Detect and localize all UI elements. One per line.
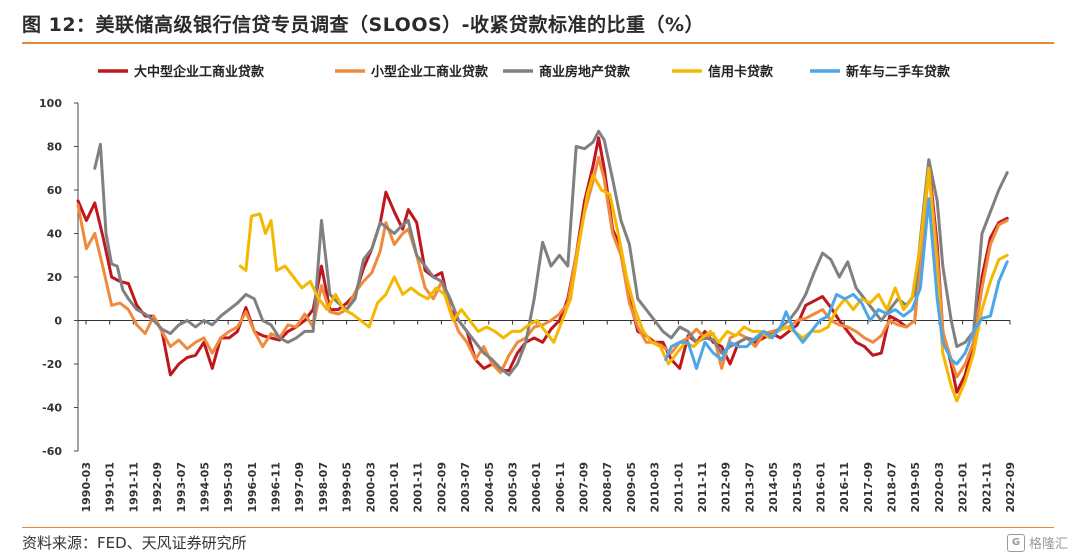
- x-tick-label: 2013-07: [743, 462, 756, 513]
- y-tick-label: 0: [54, 315, 62, 328]
- x-tick-label: 2011-11: [696, 462, 709, 513]
- x-tick-label: 2009-05: [625, 462, 638, 513]
- x-tick-label: 2011-01: [672, 462, 685, 513]
- legend-label: 信用卡贷款: [708, 64, 774, 80]
- legend-label: 大中型企业工商业贷款: [134, 64, 265, 80]
- y-tick-label: 20: [47, 271, 63, 284]
- x-tick-label: 2022-09: [1004, 462, 1017, 513]
- legend-label: 新车与二手车贷款: [846, 64, 951, 80]
- x-tick-label: 2000-03: [364, 462, 377, 513]
- x-tick-label: 2001-01: [388, 462, 401, 513]
- x-tick-label: 2010-03: [649, 462, 662, 513]
- source-note: 资料来源：FED、天风证券研究所: [22, 534, 247, 552]
- x-tick-label: 2016-01: [814, 462, 827, 513]
- series-layer: [76, 129, 1009, 403]
- x-tick-label: 2007-09: [578, 462, 591, 513]
- chart-title: 图 12：美联储高级银行信贷专员调查（SLOOS）-收紧贷款标准的比重（%）: [22, 14, 705, 36]
- footer-divider: [22, 527, 1054, 528]
- x-tick-label: 1993-07: [175, 462, 188, 513]
- x-tick-label: 2006-11: [554, 462, 567, 513]
- y-tick-label: 40: [47, 228, 63, 241]
- y-tick-label: 80: [47, 141, 63, 154]
- x-tick-label: 1992-09: [151, 462, 164, 513]
- x-tick-label: 1991-11: [127, 462, 140, 513]
- watermark: G 格隆汇: [1006, 533, 1068, 552]
- series-line-1: [76, 136, 1009, 394]
- line-chart: 大中型企业工商业贷款 小型企业工商业贷款 商业房地产贷款 信用卡贷款 新车与二手车贷款 …: [39, 64, 1017, 513]
- x-tick-label: 1996-11: [270, 462, 283, 513]
- series-line-3: [93, 129, 1009, 377]
- x-tick-label: 2001-11: [412, 462, 425, 513]
- x-tick-label: 2015-03: [791, 462, 804, 513]
- legend-label: 商业房地产贷款: [539, 64, 631, 80]
- y-tick-label: 100: [39, 97, 62, 110]
- x-tick-label: 1996-01: [246, 462, 259, 513]
- x-tick-label: 1990-03: [80, 462, 93, 513]
- x-tick-label: 2018-07: [886, 462, 899, 513]
- x-tick-label: 2019-05: [909, 462, 922, 513]
- x-tick-label: 2017-09: [862, 462, 875, 513]
- watermark-text: 格隆汇: [1028, 537, 1068, 552]
- x-tick-label: 2014-05: [767, 462, 780, 513]
- watermark-logo-icon: G: [1006, 533, 1025, 552]
- x-tick-label: 2021-11: [980, 462, 993, 513]
- x-tick-label: 2003-07: [459, 462, 472, 513]
- x-tick-label: 2008-07: [601, 462, 614, 513]
- y-tick-label: -60: [42, 445, 62, 458]
- x-tick-label: 2005-03: [506, 462, 519, 513]
- title-divider: [22, 42, 1054, 44]
- x-tick-label: 2006-01: [530, 462, 543, 513]
- x-tick-label: 2021-01: [957, 462, 970, 513]
- x-tick-label: 1998-07: [317, 462, 330, 513]
- x-tick-label: 1997-09: [293, 462, 306, 513]
- legend-label: 小型企业工商业贷款: [371, 64, 489, 80]
- x-tick-label: 2002-09: [435, 462, 448, 513]
- x-tick-label: 2016-11: [838, 462, 851, 513]
- x-tick-label: 1995-03: [222, 462, 235, 513]
- series-line-4: [238, 166, 1009, 403]
- x-tick-label: 1999-05: [341, 462, 354, 513]
- y-tick-label: -20: [42, 358, 62, 371]
- x-tick-label: 1994-05: [198, 462, 211, 513]
- y-axis: 100 80 60 40 20 0 -20 -40 -60: [39, 97, 79, 458]
- x-tick-label: 1991-01: [104, 462, 117, 513]
- series-line-5: [664, 197, 1009, 370]
- series-line-2: [76, 155, 1009, 379]
- x-tick-label: 2012-09: [720, 462, 733, 513]
- x-axis: 1990-03 1991-01 1991-11 1992-09 1993-07 1994-…: [78, 320, 1017, 513]
- y-tick-label: -40: [42, 402, 62, 415]
- x-tick-label: 2020-03: [933, 462, 946, 513]
- chart-legend: 大中型企业工商业贷款 小型企业工商业贷款 商业房地产贷款 信用卡贷款 新车与二手车贷款: [98, 64, 951, 80]
- x-tick-label: 2004-05: [483, 462, 496, 513]
- y-tick-label: 60: [47, 184, 63, 197]
